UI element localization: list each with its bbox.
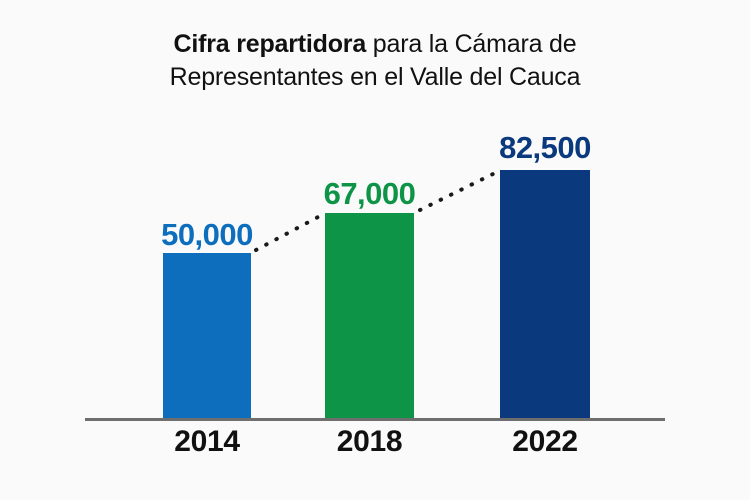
chart-title-line-1-rest: para la Cámara de xyxy=(366,30,577,58)
chart-title: Cifra repartidora para la Cámara de Repr… xyxy=(0,28,750,94)
x-axis-line xyxy=(85,418,665,421)
chart-title-emphasis: Cifra repartidora xyxy=(173,30,367,58)
bar-2018[interactable] xyxy=(325,213,414,419)
x-axis-label-2018: 2018 xyxy=(336,425,403,458)
bar-2022[interactable] xyxy=(500,170,590,419)
chart-title-line-1: Cifra repartidora para la Cámara de xyxy=(0,28,750,61)
value-label-2022: 82,500 xyxy=(499,130,591,165)
value-label-2018: 67,000 xyxy=(323,176,416,211)
bar-2014[interactable] xyxy=(163,253,251,419)
x-axis-label-2014: 2014 xyxy=(174,425,240,458)
value-label-2014: 50,000 xyxy=(161,217,253,252)
chart-title-line-2: Representantes en el Valle del Cauca xyxy=(169,63,581,91)
x-axis-label-2022: 2022 xyxy=(512,425,578,458)
